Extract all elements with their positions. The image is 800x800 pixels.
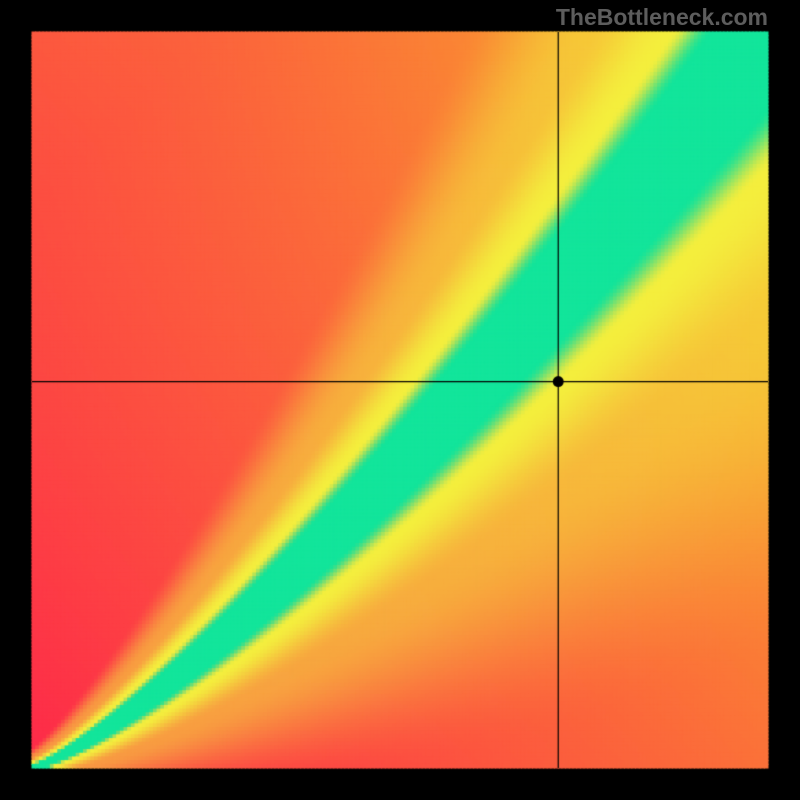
chart-container: TheBottleneck.com <box>0 0 800 800</box>
bottleneck-heatmap <box>0 0 800 800</box>
watermark-text: TheBottleneck.com <box>556 4 768 31</box>
